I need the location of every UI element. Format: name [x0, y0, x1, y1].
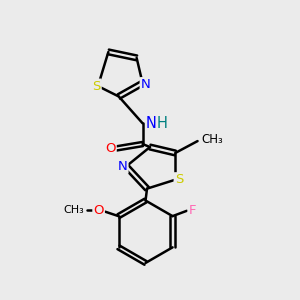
- Text: CH₃: CH₃: [64, 205, 84, 215]
- Text: F: F: [188, 204, 196, 217]
- Text: S: S: [92, 80, 101, 93]
- Text: CH₃: CH₃: [201, 133, 223, 146]
- Text: N: N: [146, 116, 157, 131]
- Text: N: N: [118, 160, 128, 173]
- Text: H: H: [157, 116, 168, 131]
- Text: N: N: [141, 78, 150, 91]
- Text: S: S: [175, 173, 183, 186]
- Text: O: O: [93, 204, 104, 217]
- Text: O: O: [105, 142, 116, 155]
